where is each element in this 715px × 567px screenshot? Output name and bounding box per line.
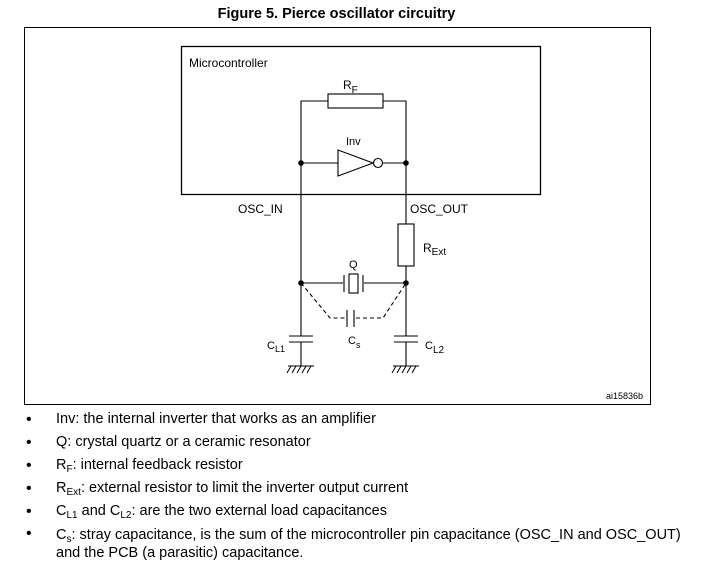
wire-left-upper [300, 100, 328, 163]
osc-out-label: OSC_OUT [410, 202, 469, 216]
cl1-label: CL1 [267, 340, 285, 354]
rext-label: RExt [423, 241, 446, 258]
note-cl: CL1 and CL2: are the two external load c… [26, 500, 706, 523]
inv-label: Inv [346, 136, 361, 148]
osc-in-label: OSC_IN [238, 202, 283, 216]
inverter-symbol [337, 149, 375, 177]
notes-list: Inv: the internal inverter that works as… [26, 408, 706, 562]
figure-frame [24, 27, 651, 405]
note-inv: Inv: the internal inverter that works as… [26, 408, 706, 431]
cl2-label: CL2 [425, 340, 445, 356]
note-cs: Cs: stray capacitance, is the sum of the… [26, 523, 706, 562]
cs-dashed-left [300, 282, 345, 319]
note-q: Q: crystal quartz or a ceramic resonator [26, 431, 706, 454]
junction-dot [298, 160, 304, 166]
cs-label: Cs [348, 335, 361, 350]
junction-dot [298, 280, 304, 286]
crystal-q [348, 273, 359, 294]
note-rext: RExt: external resistor to limit the inv… [26, 477, 706, 500]
ground-right-icon [391, 365, 417, 374]
microcontroller-block [180, 45, 542, 196]
figure-title: Figure 5. Pierce oscillator circuitry [217, 6, 456, 22]
inverter-bubble [372, 157, 384, 169]
junction-dot [403, 280, 409, 286]
rf-label: RF [343, 78, 358, 96]
rf-resistor [327, 93, 384, 109]
note-rf: RF: internal feedback resistor [26, 454, 706, 477]
rext-resistor [397, 223, 415, 267]
junction-dot [403, 160, 409, 166]
q-label: Q [349, 259, 358, 271]
pierce-oscillator-diagram: Microcontroller [24, 27, 651, 405]
ground-left-icon [286, 365, 312, 374]
microcontroller-label: Microcontroller [189, 56, 268, 70]
figure-id-label: ai15836b [606, 391, 643, 401]
wire-right-upper [383, 100, 407, 163]
cs-dashed-right [356, 282, 407, 319]
